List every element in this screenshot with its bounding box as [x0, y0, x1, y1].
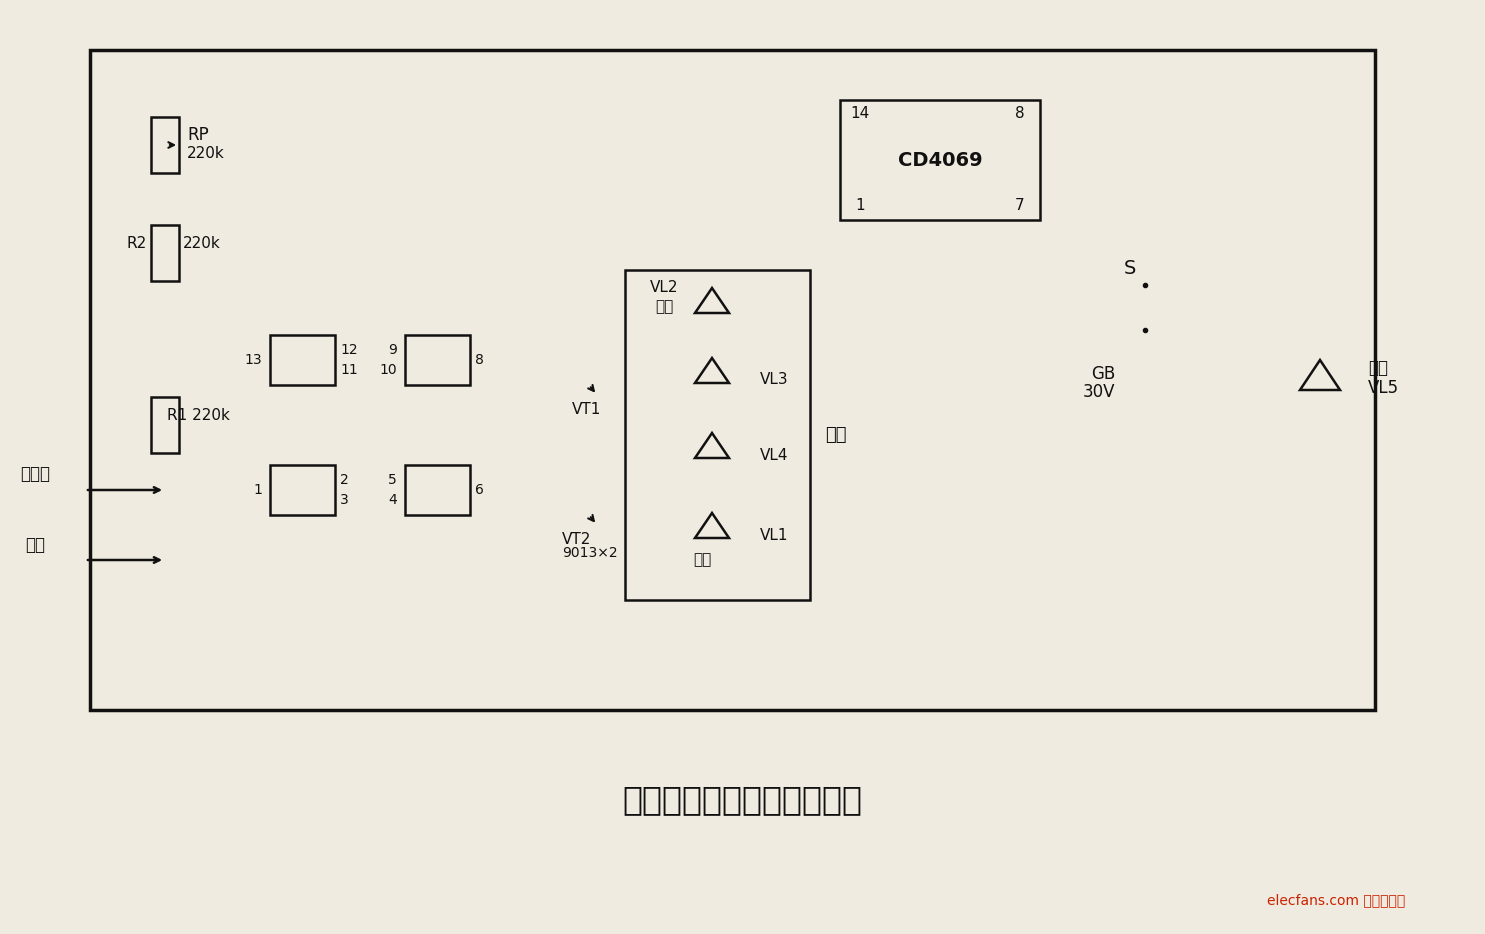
- Text: 4: 4: [388, 493, 396, 507]
- Text: 13: 13: [245, 353, 261, 367]
- Text: 10: 10: [379, 363, 396, 377]
- Text: 8: 8: [475, 353, 484, 367]
- Bar: [270, 335, 336, 385]
- Text: 绿色: 绿色: [1368, 359, 1388, 377]
- Bar: [841, 100, 1040, 220]
- Text: 9: 9: [388, 343, 396, 357]
- Text: 220k: 220k: [183, 235, 221, 250]
- Text: VL4: VL4: [760, 447, 789, 462]
- Polygon shape: [695, 433, 729, 458]
- Bar: [151, 117, 180, 173]
- Text: 7: 7: [1016, 199, 1025, 214]
- Bar: [625, 270, 809, 600]
- Text: 9013×2: 9013×2: [561, 546, 618, 560]
- Text: 30V: 30V: [1083, 383, 1115, 401]
- Bar: [270, 465, 336, 515]
- Text: 1: 1: [855, 199, 864, 214]
- Text: R2: R2: [126, 235, 147, 250]
- Bar: [405, 335, 469, 385]
- Text: 14: 14: [851, 106, 870, 121]
- Polygon shape: [695, 288, 729, 313]
- Text: VT2: VT2: [561, 531, 591, 546]
- Text: 11: 11: [340, 363, 358, 377]
- Text: GB: GB: [1091, 365, 1115, 383]
- Text: VL2: VL2: [650, 279, 679, 294]
- Polygon shape: [695, 513, 729, 538]
- Text: 220k: 220k: [187, 146, 224, 161]
- Text: elecfans.com 电子发烧友: elecfans.com 电子发烧友: [1267, 893, 1405, 907]
- Text: VL5: VL5: [1368, 379, 1399, 397]
- Text: 探头: 探头: [25, 536, 45, 554]
- Text: R1 220k: R1 220k: [166, 407, 230, 422]
- Text: 红色: 红色: [693, 553, 711, 568]
- Text: 5: 5: [388, 473, 396, 487]
- Polygon shape: [695, 358, 729, 383]
- Text: RP: RP: [187, 126, 209, 144]
- Text: 1: 1: [252, 483, 261, 497]
- Text: 12: 12: [340, 343, 358, 357]
- Text: S: S: [1124, 259, 1136, 277]
- Bar: [405, 465, 469, 515]
- Text: 3: 3: [340, 493, 349, 507]
- Text: 多功能导电能力测试仪电路: 多功能导电能力测试仪电路: [622, 784, 861, 816]
- Text: CD4069: CD4069: [898, 150, 982, 169]
- Text: 绿色: 绿色: [655, 300, 673, 315]
- Bar: [91, 50, 1375, 710]
- Text: VL3: VL3: [760, 373, 789, 388]
- Text: 红色柱: 红色柱: [19, 465, 50, 483]
- Text: VT1: VT1: [572, 402, 601, 417]
- Polygon shape: [1299, 360, 1339, 390]
- Text: 8: 8: [1016, 106, 1025, 121]
- Bar: [151, 397, 180, 453]
- Text: 6: 6: [475, 483, 484, 497]
- Text: VL1: VL1: [760, 528, 789, 543]
- Bar: [151, 225, 180, 281]
- Text: 2: 2: [340, 473, 349, 487]
- Text: 双色: 双色: [826, 426, 846, 444]
